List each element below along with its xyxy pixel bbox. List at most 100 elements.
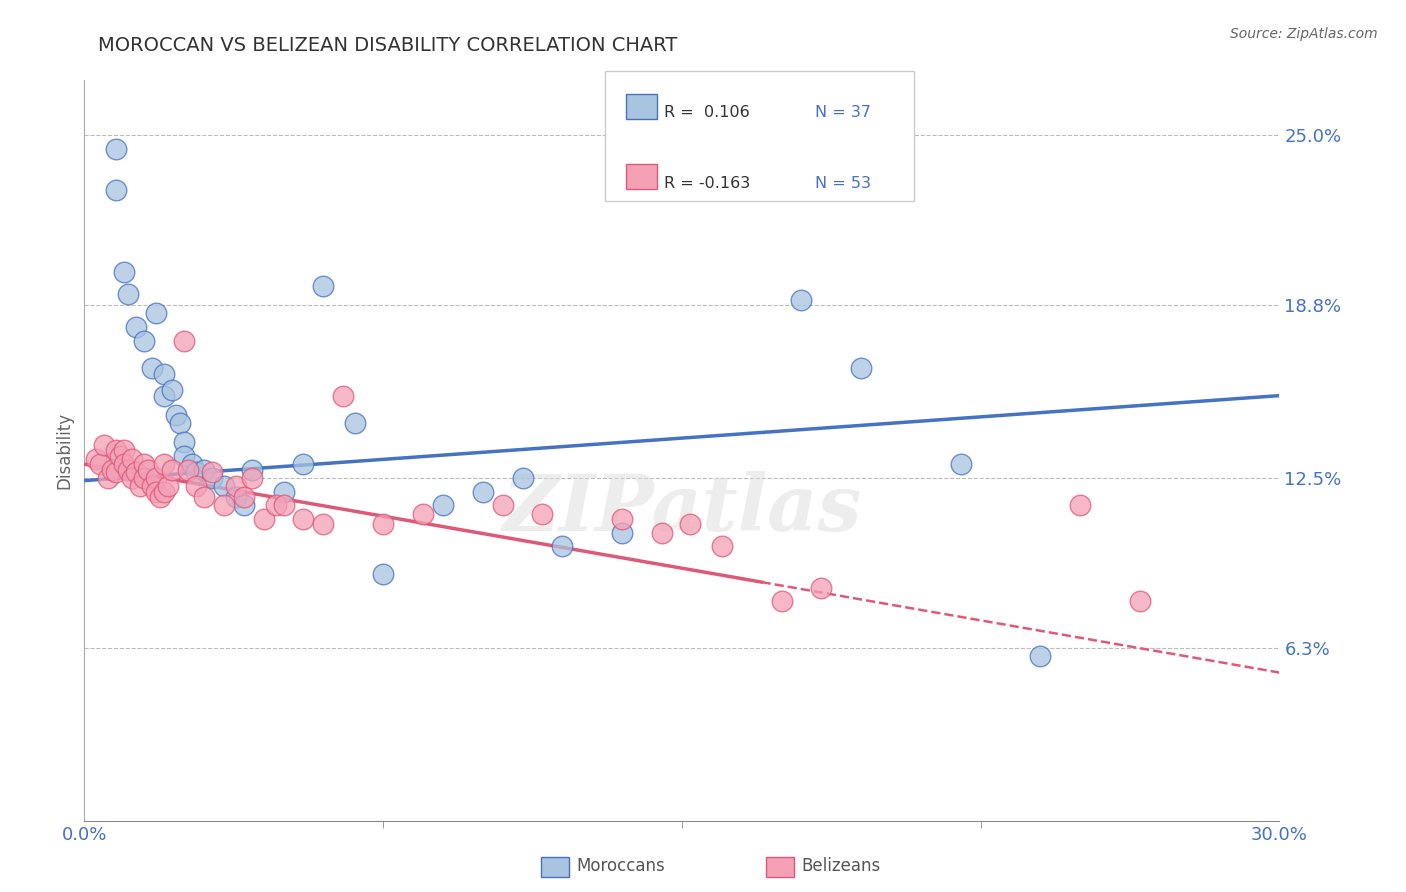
Point [129, 479, 152, 493]
Point [612, 512, 634, 526]
Text: Source: ZipAtlas.com: Source: ZipAtlas.com [1230, 27, 1378, 41]
Point [612, 525, 634, 540]
Point [240, 463, 263, 477]
Point [121, 471, 143, 485]
Point [141, 361, 163, 376]
Point [212, 479, 235, 493]
Point [112, 443, 135, 458]
Point [312, 279, 335, 293]
Point [117, 287, 139, 301]
Point [145, 471, 167, 485]
Point [145, 484, 167, 499]
Point [105, 443, 128, 458]
Point [184, 479, 207, 493]
Point [292, 457, 315, 471]
Point [790, 293, 813, 307]
Point [312, 517, 335, 532]
Point [253, 512, 276, 526]
Point [232, 490, 254, 504]
Point [651, 525, 673, 540]
Point [89, 457, 111, 471]
Point [292, 512, 315, 526]
Point [132, 334, 156, 348]
Text: N = 53: N = 53 [815, 176, 872, 191]
Point [373, 566, 395, 581]
Point [117, 463, 139, 477]
Point [1129, 594, 1152, 608]
Point [173, 449, 195, 463]
Point [851, 361, 873, 376]
Point [193, 490, 215, 504]
Point [160, 383, 183, 397]
Point [121, 451, 143, 466]
Point [225, 479, 247, 493]
Point [160, 463, 183, 477]
Point [273, 498, 295, 512]
Point [153, 389, 176, 403]
Point [710, 540, 733, 554]
Point [86, 451, 108, 466]
Point [184, 466, 207, 480]
Point [105, 142, 128, 156]
Point [112, 265, 135, 279]
Text: MOROCCAN VS BELIZEAN DISABILITY CORRELATION CHART: MOROCCAN VS BELIZEAN DISABILITY CORRELAT… [98, 36, 678, 54]
Point [173, 334, 195, 348]
Point [141, 479, 163, 493]
Point [181, 457, 204, 471]
Point [225, 490, 247, 504]
Point [432, 498, 454, 512]
Text: R =  0.106: R = 0.106 [664, 105, 749, 120]
Point [770, 594, 793, 608]
Point [112, 457, 135, 471]
Point [949, 457, 972, 471]
Point [101, 463, 124, 477]
Point [132, 457, 156, 471]
Point [145, 306, 167, 320]
Point [212, 498, 235, 512]
Point [1069, 498, 1091, 512]
Point [136, 463, 159, 477]
Point [201, 471, 224, 485]
Point [165, 408, 187, 422]
Point [193, 463, 215, 477]
Point [110, 449, 132, 463]
Point [153, 484, 176, 499]
Point [344, 416, 367, 430]
Text: R = -0.163: R = -0.163 [664, 176, 749, 191]
Point [153, 457, 176, 471]
Point [132, 471, 156, 485]
Text: ZIPatlas: ZIPatlas [502, 472, 862, 548]
Point [273, 484, 295, 499]
Text: N = 37: N = 37 [815, 105, 872, 120]
Y-axis label: Disability: Disability [55, 412, 73, 489]
Point [471, 484, 494, 499]
Point [240, 471, 263, 485]
Point [125, 466, 148, 480]
Point [679, 517, 702, 532]
Point [93, 438, 115, 452]
Point [105, 183, 128, 197]
Point [332, 389, 354, 403]
Text: Moroccans: Moroccans [576, 857, 665, 875]
Point [264, 498, 287, 512]
Point [173, 435, 195, 450]
Point [492, 498, 515, 512]
Point [153, 367, 176, 381]
Point [373, 517, 395, 532]
Point [810, 581, 832, 595]
Point [157, 479, 180, 493]
Point [412, 507, 434, 521]
Point [551, 540, 574, 554]
Point [177, 463, 200, 477]
Text: Belizeans: Belizeans [801, 857, 880, 875]
Point [232, 498, 254, 512]
Point [201, 466, 224, 480]
Point [97, 471, 120, 485]
Point [531, 507, 554, 521]
Point [105, 466, 128, 480]
Point [149, 490, 172, 504]
Point [125, 320, 148, 334]
Point [512, 471, 534, 485]
Point [169, 416, 191, 430]
Point [1029, 649, 1052, 664]
